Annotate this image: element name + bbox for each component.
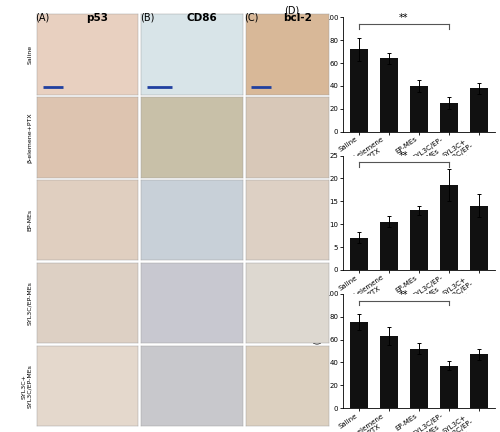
- Bar: [470, 88, 488, 132]
- Bar: [410, 86, 428, 132]
- Text: (E): (E): [284, 144, 298, 154]
- Bar: [440, 366, 458, 408]
- Text: bcl-2: bcl-2: [283, 13, 312, 23]
- Bar: [350, 49, 368, 132]
- Text: SYL3C+
SYL3C/EP-MEs: SYL3C+ SYL3C/EP-MEs: [22, 364, 32, 408]
- Bar: [350, 238, 368, 270]
- Bar: [350, 322, 368, 408]
- Text: (C): (C): [244, 13, 259, 23]
- Y-axis label: p53⁺ (%): p53⁺ (%): [314, 56, 324, 93]
- Text: CD86: CD86: [186, 13, 218, 23]
- Text: **: **: [399, 152, 408, 162]
- Text: (B): (B): [140, 13, 154, 23]
- Bar: [470, 206, 488, 270]
- Text: SYL3C/EP-MEs: SYL3C/EP-MEs: [28, 281, 32, 325]
- Text: β-elemene+PTX: β-elemene+PTX: [28, 112, 32, 163]
- Text: EP-MEs: EP-MEs: [28, 209, 32, 232]
- Bar: [380, 336, 398, 408]
- Text: Saline: Saline: [28, 45, 32, 64]
- Text: (F): (F): [284, 283, 298, 292]
- Bar: [410, 210, 428, 270]
- Bar: [380, 222, 398, 270]
- Y-axis label: bcl-2⁺ (%): bcl-2⁺ (%): [314, 330, 324, 372]
- Bar: [470, 354, 488, 408]
- Text: **: **: [399, 290, 408, 300]
- Text: (A): (A): [35, 13, 49, 23]
- Text: p53: p53: [86, 13, 108, 23]
- Bar: [380, 58, 398, 132]
- Y-axis label: CD86⁺ (%): CD86⁺ (%): [319, 191, 328, 235]
- Bar: [410, 349, 428, 408]
- Text: (D): (D): [284, 6, 300, 16]
- Text: **: **: [399, 13, 408, 23]
- Bar: [440, 103, 458, 132]
- Bar: [440, 185, 458, 270]
